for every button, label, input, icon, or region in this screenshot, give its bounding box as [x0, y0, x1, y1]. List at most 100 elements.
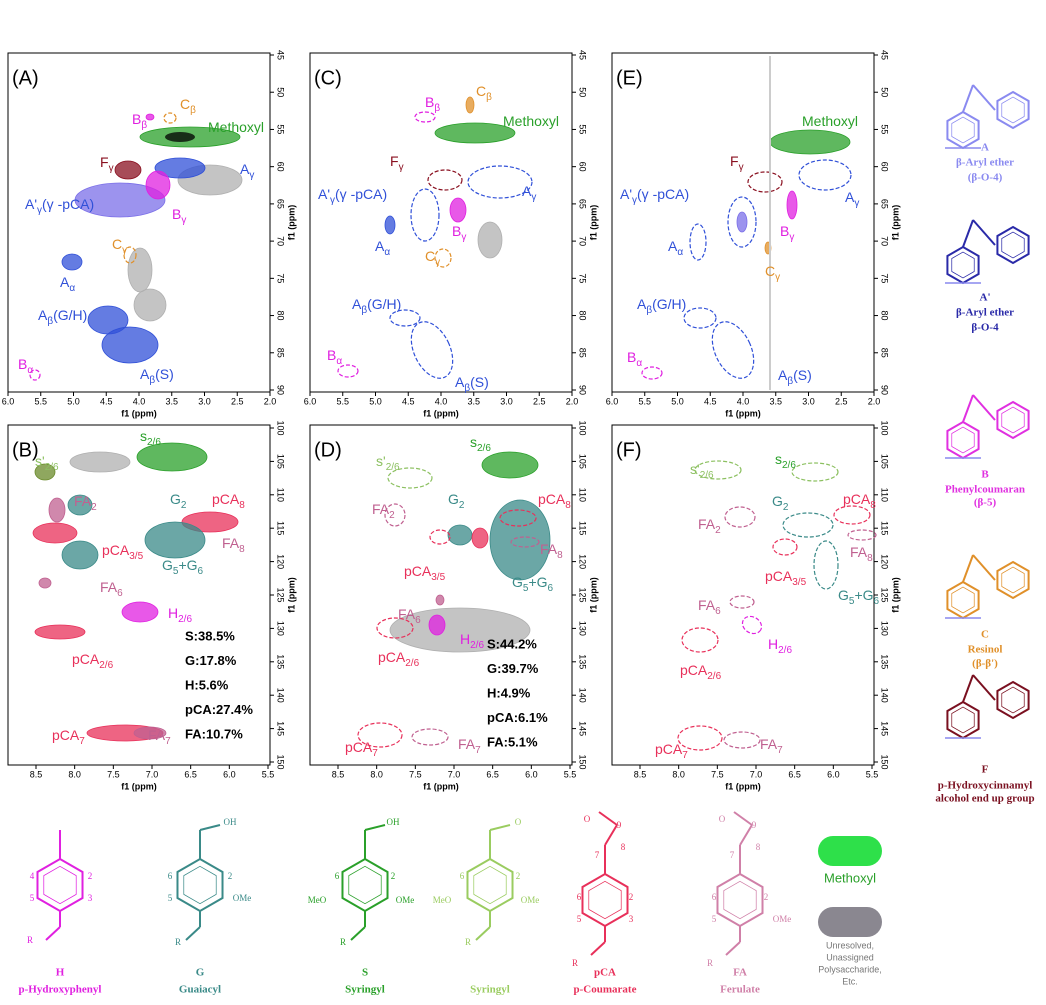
- y-tick-label: 140: [578, 688, 588, 703]
- label-subscript: 2/6: [477, 443, 491, 454]
- peak-label: pCA7: [52, 727, 85, 747]
- peak-label: s2/6: [470, 434, 491, 454]
- dashed-region: [434, 248, 452, 268]
- dashed-region: [729, 595, 755, 609]
- contour: [447, 524, 473, 546]
- label-text: B: [327, 347, 336, 363]
- label-subscript: 7: [372, 748, 378, 759]
- label-subscript: 6: [198, 566, 204, 577]
- x-tick-label: 2.0: [264, 396, 277, 406]
- label-text: FA: [760, 736, 778, 752]
- ring: [996, 90, 1030, 130]
- label-text: s': [35, 453, 45, 469]
- ring: [996, 560, 1030, 600]
- label-subscript: 8: [239, 500, 245, 511]
- dashed-region: [357, 722, 403, 748]
- label-subscript: 5: [849, 596, 855, 607]
- peak-label: A'γ(γ -pCA): [318, 186, 387, 206]
- peak-label: G2: [772, 493, 789, 513]
- y-tick-label: 65: [880, 199, 890, 209]
- x-tick-label: 6.5: [184, 769, 197, 779]
- atom-label: OMe: [233, 893, 252, 903]
- x-tick-label: 3.0: [802, 396, 815, 406]
- y-tick-label: 55: [880, 124, 890, 134]
- bond: [598, 811, 618, 826]
- legend-label: Etc.: [842, 976, 858, 986]
- y-tick-label: 120: [578, 554, 588, 569]
- label-subscript: γ: [461, 232, 466, 243]
- dashed-region: [677, 725, 723, 751]
- label-subscript: γ: [330, 195, 335, 206]
- atom-label: R: [707, 958, 713, 968]
- bond: [962, 219, 974, 248]
- x-tick-label: 5.5: [564, 769, 577, 779]
- peak-label: FA2: [372, 501, 395, 521]
- y-tick-label: 110: [276, 488, 286, 502]
- label-subscript: γ: [122, 245, 127, 256]
- peak-label: Aα: [60, 274, 75, 294]
- y-tick-label: 80: [880, 311, 890, 321]
- label-text: A: [845, 189, 855, 205]
- contour: [136, 442, 208, 472]
- contour: [133, 726, 167, 740]
- x-tick-label: 8.0: [68, 769, 81, 779]
- label-text: FA: [398, 606, 416, 622]
- label-text: (γ -pCA): [637, 186, 689, 202]
- panel-letter: (D): [314, 439, 342, 461]
- bond: [972, 219, 996, 246]
- x-axis-label: f1 (ppm): [423, 408, 459, 418]
- label-subscript: β: [486, 92, 492, 103]
- x-tick-label: 3.5: [467, 396, 480, 406]
- x-tick-label: 5.5: [638, 396, 651, 406]
- contour: [48, 497, 66, 523]
- ring: [341, 857, 389, 913]
- label-text: pCA: [52, 727, 80, 743]
- y-tick-label: 45: [276, 50, 286, 60]
- dashed-region: [694, 460, 742, 480]
- contour: [428, 614, 446, 636]
- peak-label: FA6: [398, 606, 421, 626]
- ring: [716, 872, 764, 928]
- contour: [144, 521, 206, 559]
- label-text: A: [140, 366, 150, 382]
- legend-label: Unresolved,: [826, 940, 874, 950]
- atom-label: 3: [629, 914, 634, 924]
- x-tick-label: 7.0: [750, 769, 763, 779]
- label-subscript: γ: [435, 257, 440, 268]
- label-text: G: [448, 491, 459, 507]
- label-subscript: 2: [715, 525, 721, 536]
- label-text: B: [780, 223, 789, 239]
- y-tick-label: 120: [880, 554, 890, 569]
- dashed-region: [414, 111, 436, 123]
- label-text: (G/H): [367, 296, 401, 312]
- atom-label: 6: [168, 871, 173, 881]
- x-tick-label: 7.5: [711, 769, 724, 779]
- composition: FA:10.7%: [185, 726, 243, 741]
- x-tick-label: 5.5: [336, 396, 349, 406]
- dashed-region: [681, 627, 719, 653]
- composition: G:17.8%: [185, 653, 237, 668]
- peak-label: FA8: [540, 541, 563, 561]
- label-text: Methoxyl: [208, 119, 264, 135]
- label-text: pCA: [404, 563, 432, 579]
- peak-label: Aβ(S): [778, 367, 812, 387]
- y-tick-label: 150: [578, 754, 588, 769]
- label-text: +G: [854, 587, 873, 603]
- dashed-region: [411, 728, 449, 746]
- label-text: pCA: [655, 741, 683, 757]
- atom-label: 6: [335, 871, 340, 881]
- label-subscript: 8: [870, 500, 876, 511]
- contour: [736, 211, 748, 233]
- atom-label: MeO: [308, 895, 327, 905]
- x-tick-label: 7.0: [146, 769, 159, 779]
- ring-inner: [951, 706, 975, 734]
- composition: G:39.7%: [487, 661, 539, 676]
- structure-name: β-Aryl ether: [956, 307, 1014, 319]
- structure-letter: pCA: [594, 967, 616, 979]
- peak-label: pCA2/6: [378, 649, 420, 669]
- x-tick-label: 2.0: [868, 396, 881, 406]
- label-text: +G: [528, 574, 547, 590]
- label-text: A: [38, 307, 48, 323]
- composition: S:38.5%: [185, 628, 235, 643]
- peak-label: Cβ: [476, 83, 492, 103]
